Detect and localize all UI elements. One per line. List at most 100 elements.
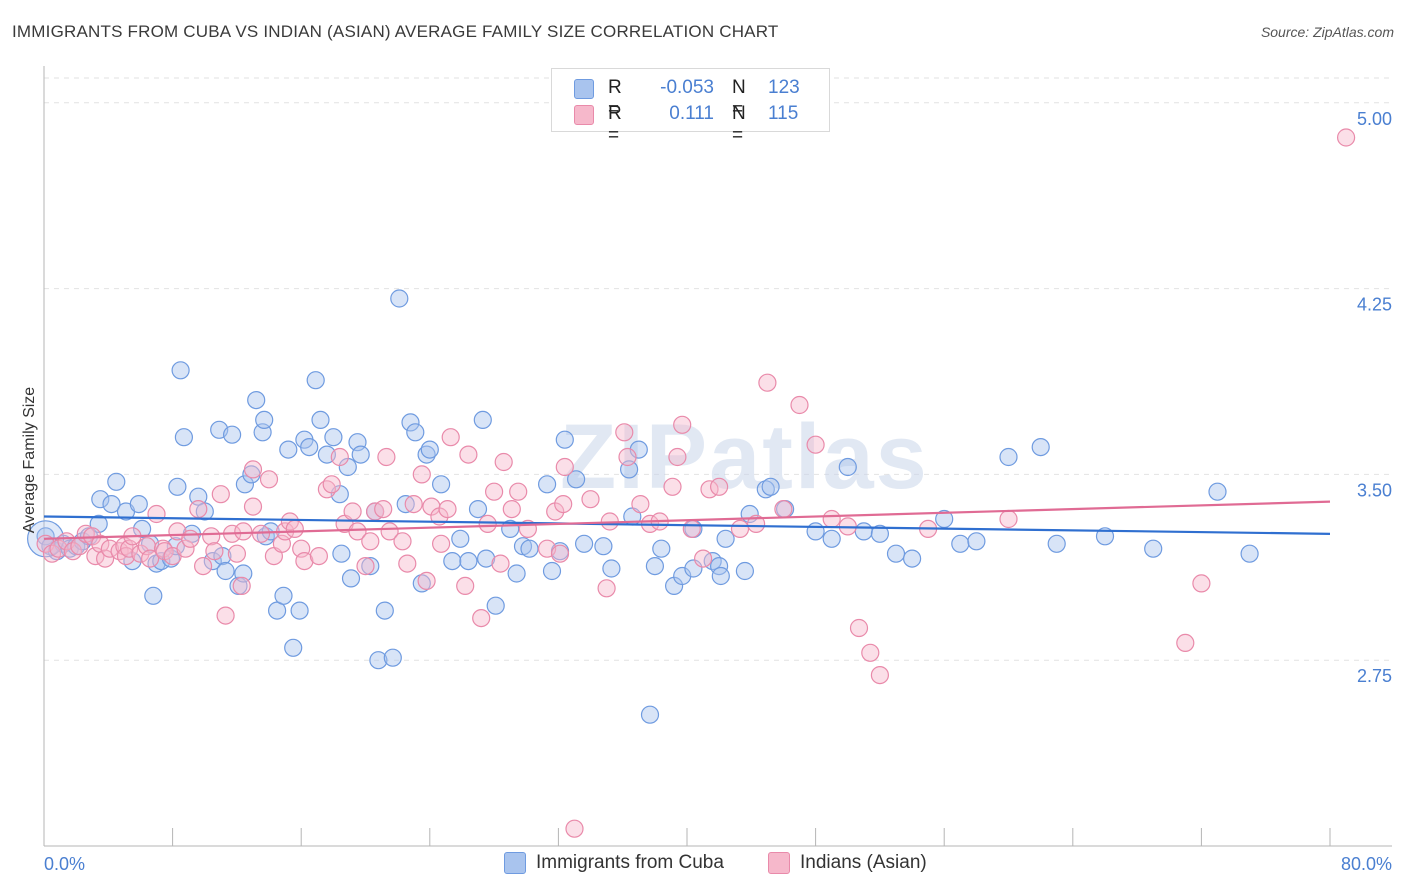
cuba-point bbox=[735, 561, 755, 581]
indian-swatch bbox=[574, 105, 594, 125]
indian-point bbox=[673, 415, 692, 434]
indian-point bbox=[147, 504, 166, 524]
cuba-point bbox=[574, 534, 594, 553]
legend-item-indian[interactable]: Indians (Asian) bbox=[768, 852, 927, 874]
indian-point bbox=[295, 551, 314, 571]
indian-point bbox=[554, 495, 573, 514]
cuba-point bbox=[838, 457, 857, 477]
cuba-point bbox=[223, 425, 242, 444]
indian-point bbox=[259, 470, 279, 489]
n-value: 123 bbox=[768, 77, 800, 98]
indian-point bbox=[494, 452, 513, 472]
y-tick-label: 5.00 bbox=[1357, 109, 1392, 129]
trend-lines bbox=[43, 500, 1331, 540]
y-tick-label: 3.50 bbox=[1357, 480, 1392, 500]
cuba-swatch bbox=[574, 79, 594, 99]
indian-point bbox=[693, 549, 713, 568]
indian-point bbox=[682, 519, 701, 539]
cuba-point bbox=[652, 539, 671, 558]
n-value: 115 bbox=[768, 103, 799, 124]
cuba-point bbox=[375, 601, 394, 620]
r-value: 0.111 bbox=[669, 103, 714, 124]
indian-point bbox=[730, 519, 750, 539]
cuba-point bbox=[594, 537, 613, 556]
cuba-point bbox=[279, 440, 298, 459]
cuba-point bbox=[486, 596, 505, 615]
cuba-point bbox=[36, 527, 55, 546]
indian-point bbox=[374, 500, 393, 519]
indian-point bbox=[441, 428, 460, 447]
legend-label-indian: Indians (Asian) bbox=[800, 852, 927, 874]
indian-point bbox=[1336, 128, 1356, 147]
indian-point bbox=[322, 475, 341, 494]
cuba-point bbox=[341, 569, 361, 588]
indian-point bbox=[849, 618, 869, 638]
cuba-point bbox=[555, 430, 574, 449]
indian-point bbox=[456, 576, 475, 596]
indian-point bbox=[380, 522, 399, 541]
indian-point bbox=[459, 445, 478, 464]
cuba-point bbox=[255, 410, 274, 429]
watermark: ZIPatlas bbox=[560, 406, 929, 508]
cuba-point bbox=[174, 428, 193, 447]
indian-point bbox=[377, 447, 396, 467]
cuba-point bbox=[761, 477, 780, 496]
cuba-point bbox=[284, 638, 303, 657]
cuba-point bbox=[324, 428, 343, 447]
indian-point bbox=[550, 544, 570, 563]
cuba-point bbox=[640, 705, 660, 724]
cuba-point bbox=[129, 495, 148, 514]
cuba-point bbox=[383, 648, 402, 667]
cuba-point bbox=[602, 559, 621, 578]
cuba-point bbox=[806, 522, 825, 541]
cuba-point bbox=[886, 544, 906, 563]
cuba-point bbox=[306, 371, 325, 390]
indian-point bbox=[774, 500, 793, 519]
indian-point bbox=[131, 544, 150, 563]
correlation-legend: R = -0.053 N = 123 R = 0.111 N = 115 bbox=[551, 68, 830, 146]
indian-point bbox=[565, 819, 584, 838]
indian-point bbox=[234, 522, 253, 541]
indian-point bbox=[393, 532, 412, 551]
indian-point bbox=[404, 495, 423, 514]
cuba-point bbox=[274, 586, 293, 605]
indian-point bbox=[205, 542, 224, 561]
cuba-point bbox=[999, 447, 1018, 467]
indian-point bbox=[216, 606, 235, 625]
cuba-point bbox=[406, 423, 425, 442]
indian-point bbox=[618, 447, 637, 467]
r-label: R = bbox=[608, 103, 622, 146]
legend-item-cuba[interactable]: Immigrants from Cuba bbox=[504, 852, 724, 874]
indian-point bbox=[285, 519, 304, 539]
indian-point bbox=[999, 509, 1018, 529]
cuba-point bbox=[1208, 482, 1227, 501]
indian-point bbox=[432, 534, 451, 553]
cuba-point bbox=[711, 566, 730, 586]
indian-point bbox=[861, 643, 880, 662]
indian-point bbox=[343, 502, 362, 521]
cuba-point bbox=[1240, 544, 1259, 563]
indian-point bbox=[581, 490, 600, 509]
cuba-point bbox=[332, 544, 351, 563]
indian-point bbox=[709, 477, 729, 496]
x-tick-min: 0.0% bbox=[44, 854, 85, 874]
cuba-point bbox=[235, 475, 254, 494]
cuba-point bbox=[520, 539, 539, 558]
indian-point bbox=[348, 522, 367, 541]
cuba-point bbox=[412, 574, 431, 593]
indian-point bbox=[243, 460, 263, 479]
cuba-point bbox=[645, 556, 665, 576]
indian-point bbox=[870, 665, 890, 685]
indian-point bbox=[176, 539, 195, 558]
cuba-point bbox=[684, 559, 703, 578]
indian-point bbox=[555, 457, 574, 477]
indian-point bbox=[509, 482, 528, 501]
cuba-point bbox=[311, 410, 330, 429]
indian-point bbox=[438, 500, 457, 519]
indian-point bbox=[746, 514, 766, 534]
cuba-point bbox=[432, 475, 451, 494]
indian-point bbox=[806, 435, 825, 454]
indian-point bbox=[202, 527, 221, 546]
indian-point bbox=[227, 544, 246, 563]
y-tick-label: 4.25 bbox=[1357, 295, 1392, 315]
